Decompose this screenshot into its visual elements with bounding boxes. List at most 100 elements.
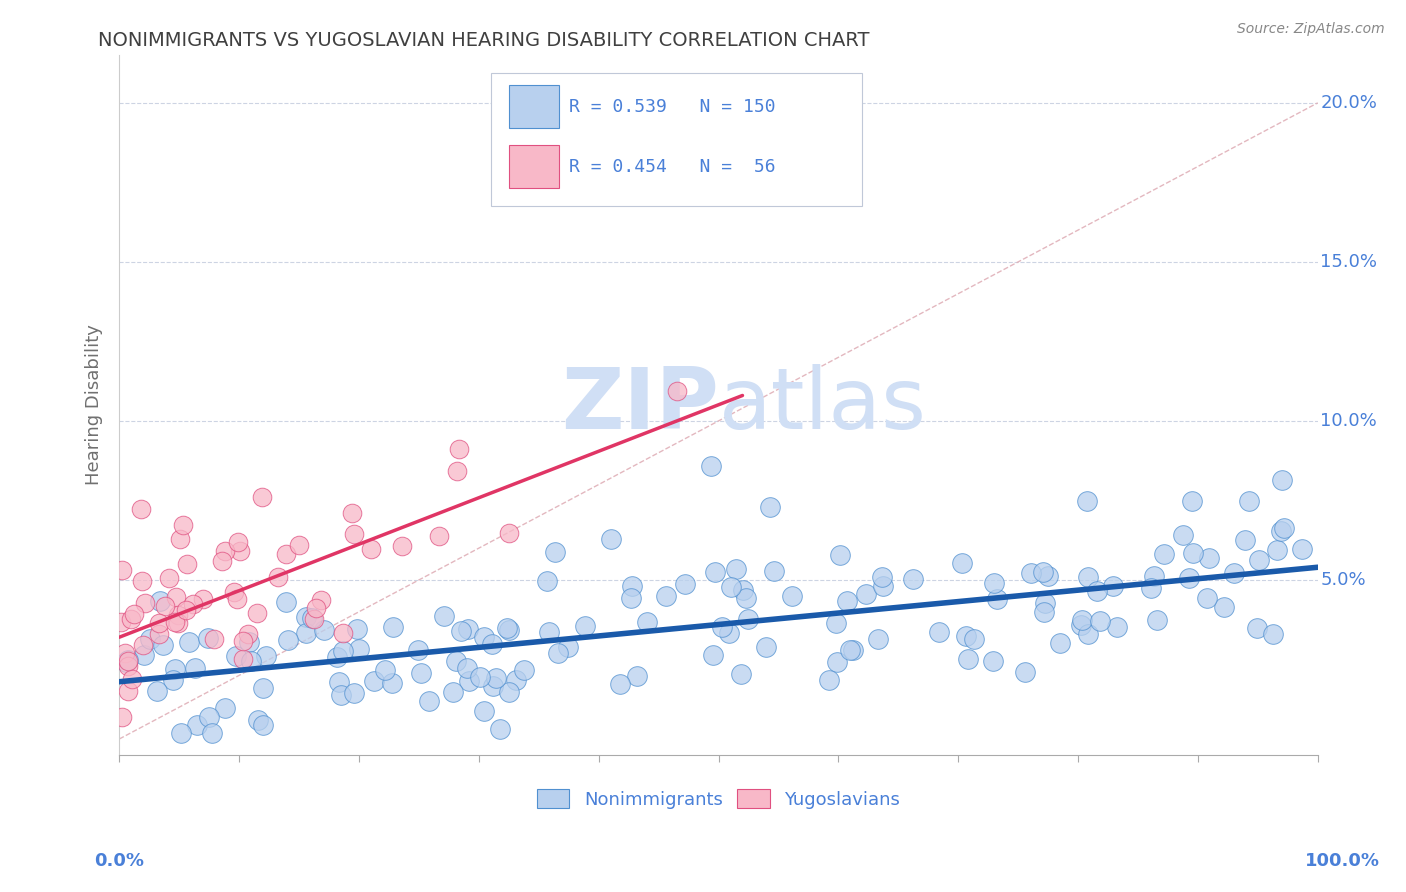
Text: 5.0%: 5.0% bbox=[1320, 571, 1365, 589]
Y-axis label: Hearing Disability: Hearing Disability bbox=[86, 325, 103, 485]
Point bbox=[197, 631, 219, 645]
Text: Source: ZipAtlas.com: Source: ZipAtlas.com bbox=[1237, 22, 1385, 37]
Point bbox=[457, 622, 479, 636]
Point bbox=[111, 709, 134, 723]
Point bbox=[700, 458, 723, 473]
Point bbox=[163, 615, 186, 629]
Point bbox=[828, 548, 851, 562]
Point bbox=[288, 538, 311, 552]
Point bbox=[132, 648, 155, 662]
Point bbox=[1198, 551, 1220, 566]
Point bbox=[149, 593, 172, 607]
Point bbox=[498, 685, 520, 699]
Point bbox=[214, 701, 236, 715]
Point bbox=[181, 598, 204, 612]
Point bbox=[983, 576, 1005, 591]
Point bbox=[202, 632, 225, 647]
Point bbox=[1178, 571, 1201, 585]
Point bbox=[391, 539, 413, 553]
Point bbox=[626, 669, 648, 683]
Point bbox=[1076, 493, 1098, 508]
Point bbox=[1101, 579, 1123, 593]
Point bbox=[1265, 542, 1288, 557]
Point bbox=[347, 642, 370, 657]
Point bbox=[124, 607, 146, 621]
Point bbox=[382, 620, 405, 634]
Point bbox=[343, 686, 366, 700]
Point bbox=[328, 674, 350, 689]
Point bbox=[222, 584, 245, 599]
Point bbox=[537, 624, 560, 639]
Point bbox=[169, 532, 191, 546]
Point bbox=[841, 642, 863, 657]
Point bbox=[1213, 600, 1236, 615]
Point bbox=[1153, 547, 1175, 561]
Point bbox=[1171, 528, 1194, 542]
Point bbox=[170, 725, 193, 739]
Point bbox=[1261, 627, 1284, 641]
Point bbox=[620, 579, 643, 593]
Point bbox=[704, 566, 727, 580]
Point bbox=[737, 612, 759, 626]
Point bbox=[489, 722, 512, 736]
Point bbox=[148, 627, 170, 641]
Point bbox=[1272, 521, 1295, 535]
Text: 20.0%: 20.0% bbox=[1320, 94, 1376, 112]
Point bbox=[458, 673, 481, 688]
Point bbox=[838, 643, 860, 657]
Point bbox=[666, 384, 689, 398]
Point bbox=[557, 640, 579, 654]
Point bbox=[138, 632, 160, 647]
Text: R = 0.539   N = 150: R = 0.539 N = 150 bbox=[568, 98, 775, 116]
Point bbox=[146, 684, 169, 698]
Point bbox=[818, 673, 841, 688]
Point bbox=[177, 635, 200, 649]
Point bbox=[200, 725, 222, 739]
Point bbox=[456, 661, 478, 675]
Point bbox=[305, 601, 328, 615]
Point bbox=[374, 663, 396, 677]
Text: 100.0%: 100.0% bbox=[1305, 852, 1381, 870]
Point bbox=[115, 655, 138, 669]
Point bbox=[163, 662, 186, 676]
Point bbox=[950, 556, 973, 570]
Point bbox=[1105, 620, 1128, 634]
Point bbox=[472, 630, 495, 644]
Point bbox=[117, 684, 139, 698]
Point bbox=[444, 653, 467, 667]
Point bbox=[252, 490, 274, 504]
Point bbox=[1019, 566, 1042, 581]
Point bbox=[332, 644, 354, 658]
Point bbox=[276, 595, 298, 609]
Point bbox=[277, 632, 299, 647]
Point bbox=[837, 594, 859, 608]
Point bbox=[1071, 613, 1094, 627]
Point bbox=[928, 624, 950, 639]
Point bbox=[673, 577, 696, 591]
Point bbox=[868, 632, 890, 646]
Point bbox=[536, 574, 558, 588]
Point bbox=[381, 676, 404, 690]
Point bbox=[340, 506, 363, 520]
Point bbox=[326, 649, 349, 664]
Point bbox=[131, 574, 153, 588]
Point bbox=[758, 500, 780, 515]
Point bbox=[986, 592, 1008, 607]
Point bbox=[600, 532, 623, 546]
Point bbox=[418, 694, 440, 708]
Point bbox=[409, 665, 432, 680]
Point bbox=[472, 704, 495, 718]
Point bbox=[903, 572, 925, 586]
Point bbox=[236, 627, 259, 641]
Point bbox=[117, 653, 139, 667]
Point bbox=[955, 629, 977, 643]
Point bbox=[246, 606, 269, 620]
Text: 0.0%: 0.0% bbox=[94, 852, 145, 870]
Text: ZIP: ZIP bbox=[561, 364, 718, 447]
Point bbox=[1182, 546, 1205, 560]
Point bbox=[1088, 614, 1111, 628]
Point bbox=[301, 611, 323, 625]
Point bbox=[274, 547, 297, 561]
Point bbox=[267, 569, 290, 583]
Point bbox=[544, 545, 567, 559]
